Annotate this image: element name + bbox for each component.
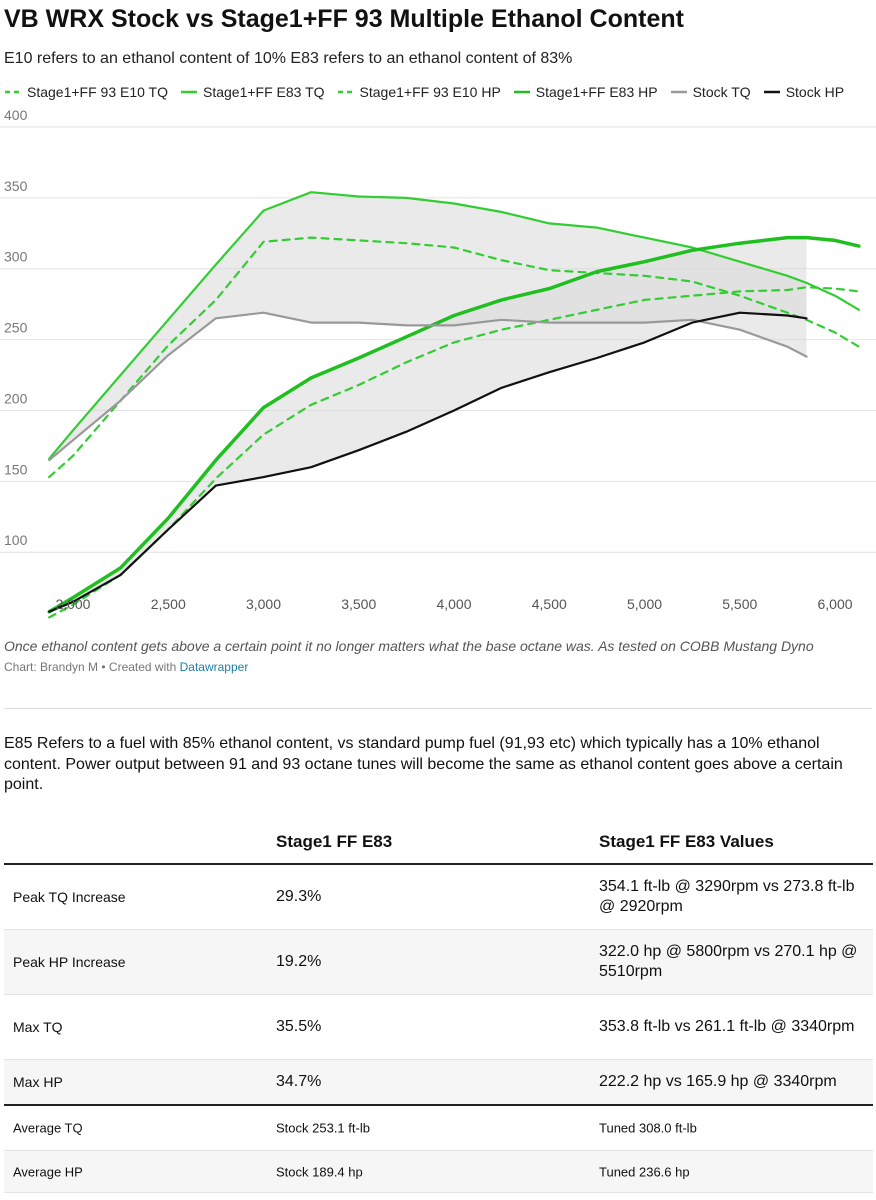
credit-link[interactable]: Datawrapper xyxy=(179,660,249,674)
series-line xyxy=(48,191,860,460)
table-row: Peak HP Increase 19.2% 322.0 hp @ 5800rpm … xyxy=(4,930,873,995)
legend-swatch xyxy=(763,90,780,94)
y-tick-label: 400 xyxy=(4,107,28,123)
chart: VB WRX Stock vs Stage1+FF 93 Multiple Et… xyxy=(0,5,876,619)
legend-item: Stock TQ xyxy=(670,84,751,100)
legend-item: Stage1+FF E83 HP xyxy=(513,84,658,100)
x-tick-label: 4,500 xyxy=(532,596,567,612)
table-cell: Max HP xyxy=(13,1074,63,1090)
table-cell: Tuned 308.0 ft-lb xyxy=(599,1120,697,1136)
legend-label: Stage1+FF 93 E10 HP xyxy=(359,84,501,100)
table-row: Max HP 34.7% 222.2 hp vs 165.9 hp @ 3340rp… xyxy=(4,1060,873,1106)
table-cell: 29.3% xyxy=(276,888,322,905)
series-line xyxy=(47,235,861,614)
y-tick-label: 150 xyxy=(4,461,28,477)
credit-text: Chart: Brandyn M • Created with xyxy=(4,660,177,674)
table-cell: Tuned 236.6 hp xyxy=(599,1164,690,1179)
table-row: Max TQ 35.5% 353.8 ft-lb vs 261.1 ft-lb @ … xyxy=(4,995,873,1060)
x-tick-label: 5,000 xyxy=(627,596,662,612)
table-cell: 222.2 hp vs 165.9 hp @ 3340rpm xyxy=(599,1073,837,1090)
table-cell: Max TQ xyxy=(13,1019,63,1035)
table: Stage1 FF E83 Stage1 FF E83 Values Peak TQ… xyxy=(4,820,873,1193)
table-cell: 354.1 ft-lb @ 3290rpm vs 273.8 ft-lb @ 2… xyxy=(599,878,855,915)
legend-item: Stage1+FF E83 TQ xyxy=(180,84,325,100)
x-tick-label: 4,000 xyxy=(436,596,471,612)
legend-item: Stage1+FF 93 E10 TQ xyxy=(4,84,168,100)
legend-item: Stage1+FF 93 E10 HP xyxy=(337,84,501,100)
x-tick-label: 2,500 xyxy=(151,596,186,612)
table-row: Peak TQ Increase 29.3% 354.1 ft-lb @ 3290r… xyxy=(4,865,873,930)
chart-credit: Chart: Brandyn M • Created with Datawrap… xyxy=(4,660,248,674)
table-cell: Stock 189.4 hp xyxy=(276,1164,363,1179)
x-tick-label: 5,500 xyxy=(722,596,757,612)
legend-label: Stage1+FF 93 E10 TQ xyxy=(27,84,168,100)
legend-swatch xyxy=(513,90,530,94)
x-tick-label: 3,500 xyxy=(341,596,376,612)
legend-label: Stage1+FF E83 HP xyxy=(535,84,658,100)
table-cell: 34.7% xyxy=(276,1073,322,1090)
legend-label: Stock TQ xyxy=(692,84,751,100)
legend-swatch xyxy=(670,90,687,94)
table-cell: Average HP xyxy=(13,1164,83,1179)
x-tick-label: 6,000 xyxy=(818,596,853,612)
table-cell: 35.5% xyxy=(276,1018,322,1035)
table-row: Average HP Stock 189.4 hp Tuned 236.6 hp xyxy=(4,1151,873,1193)
y-tick-label: 300 xyxy=(4,249,28,265)
chart-caption: Once ethanol content gets above a certai… xyxy=(4,638,814,654)
legend-item: Stock HP xyxy=(763,84,844,100)
y-tick-label: 200 xyxy=(4,390,28,406)
header-cell: Stage1 FF E83 Values xyxy=(599,832,774,851)
legend-swatch xyxy=(5,90,21,94)
divider xyxy=(4,708,872,709)
description: E85 Refers to a fuel with 85% ethanol co… xyxy=(4,735,843,793)
y-tick-label: 250 xyxy=(4,320,28,336)
legend-swatch xyxy=(181,90,197,94)
table-row: Average TQ Stock 253.1 ft-lb Tuned 308.0 f… xyxy=(4,1106,873,1151)
table-cell: Average TQ xyxy=(13,1120,83,1136)
series-line xyxy=(48,236,860,479)
table-header: Stage1 FF E83 Stage1 FF E83 Values xyxy=(4,820,873,865)
range-band xyxy=(49,192,807,461)
chart-title: VB WRX Stock vs Stage1+FF 93 Multiple Et… xyxy=(4,5,685,33)
table-cell: 353.8 ft-lb vs 261.1 ft-lb @ 3340rpm xyxy=(599,1018,855,1035)
table-cell: Stock 253.1 ft-lb xyxy=(276,1120,370,1136)
table-cell: Peak TQ Increase xyxy=(13,889,126,905)
legend-swatch xyxy=(337,90,354,94)
range-band xyxy=(49,237,807,612)
legend-label: Stage1+FF E83 TQ xyxy=(203,84,325,100)
legend: Stage1+FF 93 E10 TQ Stage1+FF E83 TQ Stage… xyxy=(4,84,844,100)
table-cell: 19.2% xyxy=(276,953,322,970)
legend-label: Stock HP xyxy=(785,84,845,100)
x-tick-label: 2,000 xyxy=(55,596,90,612)
y-tick-label: 100 xyxy=(4,532,28,548)
chart-subtitle: E10 refers to an ethanol content of 10% … xyxy=(4,50,572,67)
x-tick-label: 3,000 xyxy=(246,596,281,612)
table-cell: Peak HP Increase xyxy=(13,954,126,970)
y-tick-label: 350 xyxy=(4,178,28,194)
table-cell: 322.0 hp @ 5800rpm vs 270.1 hp @ 5510rpm xyxy=(599,943,858,980)
header-cell: Stage1 FF E83 xyxy=(276,832,393,851)
series-line xyxy=(48,311,808,613)
